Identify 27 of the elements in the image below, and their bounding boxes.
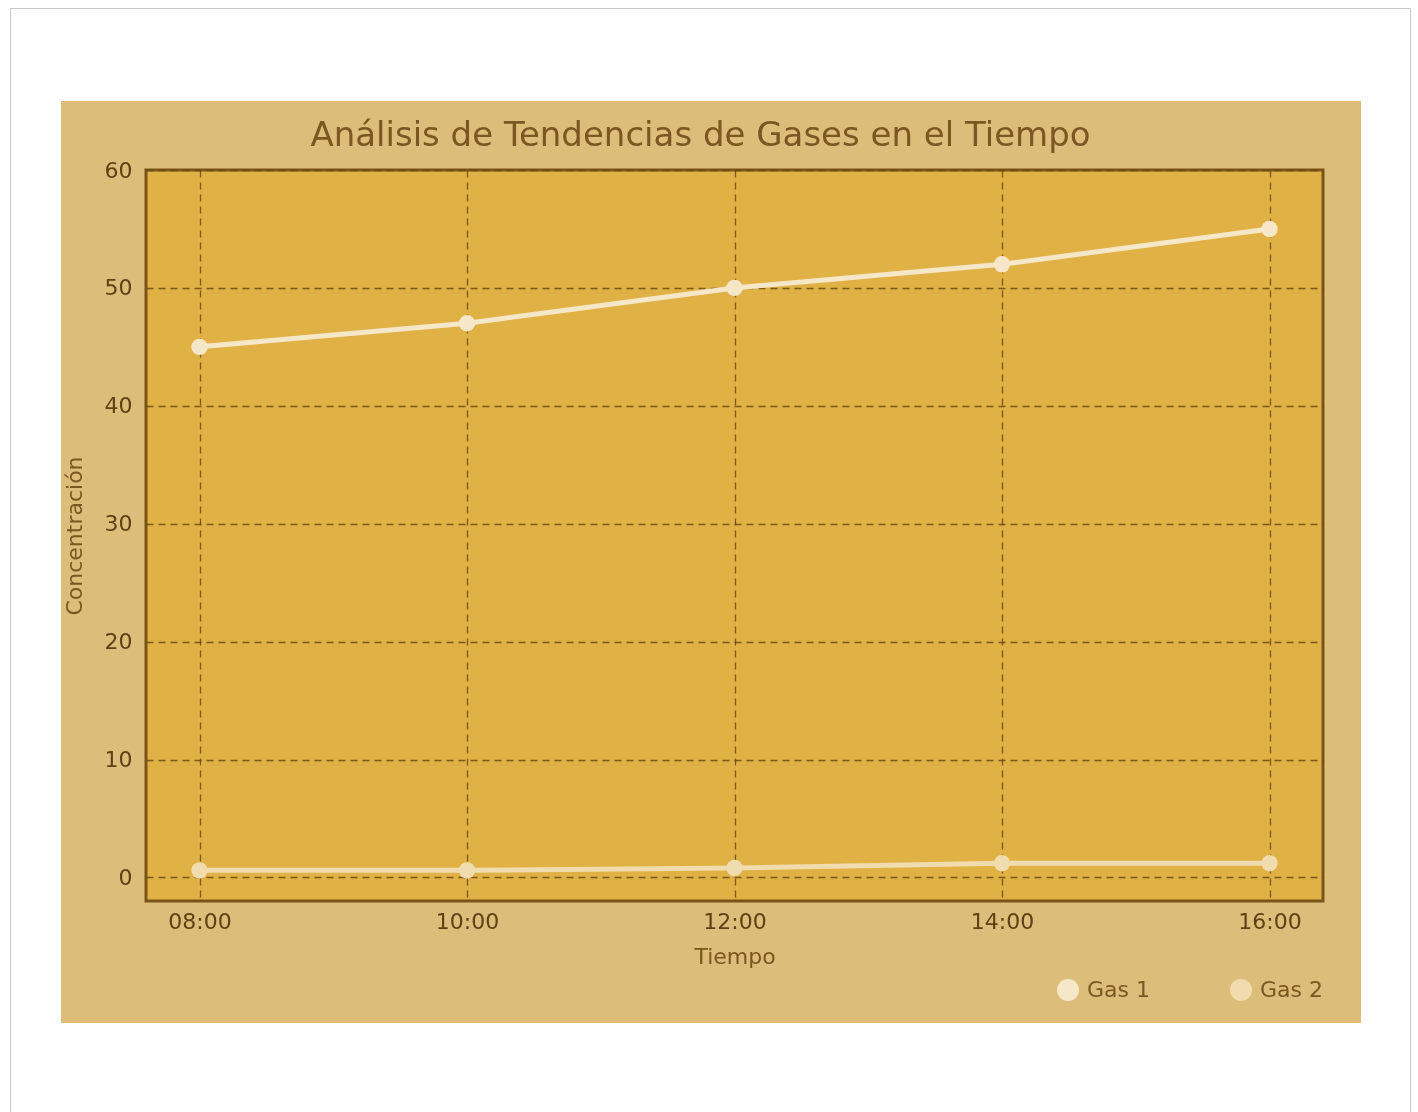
y-axis-title: Concentración <box>61 456 87 616</box>
y-tick-label: 50 <box>104 275 133 301</box>
point <box>993 855 1011 872</box>
y-tick-label: 20 <box>104 629 133 655</box>
x-tick-label: 14:00 <box>970 908 1035 934</box>
point <box>191 862 208 879</box>
point <box>1261 855 1278 872</box>
point <box>993 256 1011 273</box>
legend-label: Gas 1 <box>1087 977 1150 1002</box>
point <box>458 862 476 879</box>
point <box>1261 220 1278 238</box>
chart-title: Análisis de Tendencias de Gases en el Tiempo <box>310 114 1091 154</box>
y-tick-label: 10 <box>104 747 133 773</box>
y-tick-label: 0 <box>118 864 133 890</box>
x-tick-label: 10:00 <box>435 908 500 934</box>
point <box>191 338 208 356</box>
x-tick-label: 16:00 <box>1238 908 1302 934</box>
y-tick-label: 40 <box>104 393 133 419</box>
x-tick-label: 08:00 <box>168 908 232 934</box>
x-tick-label: 12:00 <box>703 908 767 934</box>
point <box>726 279 743 297</box>
y-tick-label: 60 <box>104 157 133 183</box>
legend-label: Gas 2 <box>1260 977 1323 1002</box>
x-axis-title: Tiempo <box>693 943 776 969</box>
point <box>458 315 476 332</box>
y-tick-label: 30 <box>104 511 133 537</box>
point <box>726 859 743 877</box>
